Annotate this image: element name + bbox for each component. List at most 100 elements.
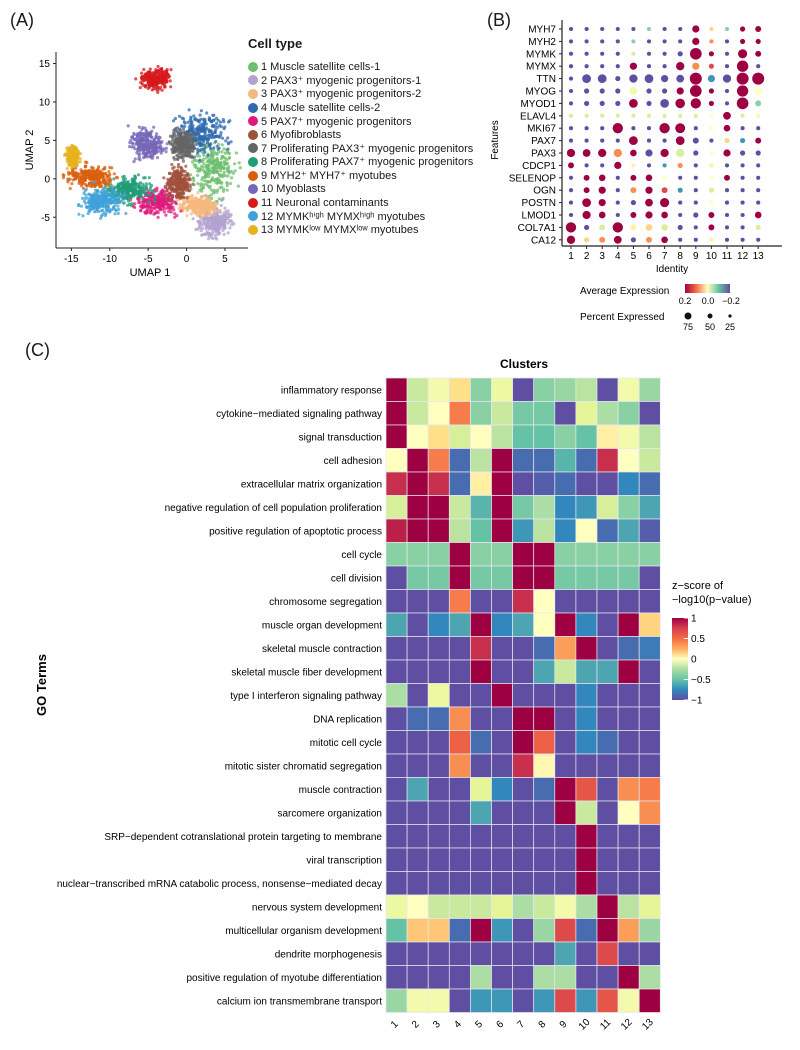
dot-ELAVL4-1: [568, 113, 574, 118]
umap-point: [190, 154, 194, 158]
heatmap-cell: [448, 636, 471, 661]
heatmap-cell: [554, 753, 577, 778]
heatmap-cell: [491, 941, 513, 966]
legend-label: 7 Proliferating PAX3⁺ myogenic progenito…: [261, 142, 474, 155]
umap-point: [203, 221, 207, 225]
go-term-label: skeletal muscle fiber development: [231, 667, 382, 678]
umap-point: [211, 166, 215, 170]
heatmap-cell: [512, 965, 535, 990]
umap-ylabel: UMAP 2: [24, 130, 36, 171]
dot-CA12-12: [740, 237, 745, 242]
umap-cluster-9: [61, 160, 119, 191]
dot-SELENOP-10: [709, 175, 714, 180]
umap-point: [133, 202, 137, 206]
umap-point: [105, 198, 109, 202]
umap-point: [210, 196, 214, 201]
heatmap-cell: [575, 495, 598, 520]
heatmap-cell: [596, 495, 619, 520]
dot-MYH7-10: [709, 26, 714, 32]
umap-point: [148, 81, 152, 85]
umap-point: [145, 136, 150, 140]
umap-point: [200, 143, 204, 147]
umap-point: [98, 170, 102, 174]
legend-label: 4 Muscle satellite cells-2: [261, 101, 381, 114]
umap-point: [144, 182, 148, 186]
heatmap-cell: [617, 495, 640, 520]
umap-point: [204, 156, 208, 160]
heatmap-cell: [427, 941, 450, 966]
legend-item-3: 3 PAX3⁺ myogenic progenitors-2: [248, 87, 473, 101]
colorbar-tick-label: 1: [691, 614, 697, 625]
heatmap-cell: [406, 965, 429, 990]
heatmap-cell: [406, 659, 429, 684]
umap-point: [175, 147, 179, 151]
umap-plot: -15 -10 -5 0 5 -5 0 5 10 15 UMAP 1 UMAP 2: [24, 52, 248, 279]
umap-point: [112, 172, 116, 176]
umap-point: [173, 116, 177, 121]
umap-point: [116, 204, 120, 208]
umap-point: [214, 222, 218, 226]
umap-point: [205, 172, 209, 177]
heatmap-cell: [617, 847, 640, 872]
colorbar-title-line1: z−score of: [672, 580, 724, 592]
go-term-label: extracellular matrix organization: [241, 479, 382, 490]
feature-label: CA12: [531, 235, 556, 246]
umap-point: [183, 179, 187, 183]
umap-point: [172, 147, 176, 151]
heatmap-cell: [491, 401, 513, 426]
umap-point: [137, 152, 141, 156]
umap-point: [153, 75, 158, 79]
umap-point: [142, 67, 146, 72]
umap-point: [135, 140, 139, 144]
dot-OGN-11: [724, 188, 730, 193]
umap-point: [177, 162, 181, 167]
umap-point: [208, 159, 212, 163]
heatmap-cell: [385, 542, 408, 567]
umap-point: [108, 165, 112, 170]
umap-point: [150, 88, 154, 92]
dot-SELENOP-2: [583, 174, 590, 181]
feature-label: CDCP1: [522, 161, 556, 172]
cluster-label: 8: [537, 1019, 549, 1031]
heatmap-cell: [406, 824, 429, 849]
umap-point: [80, 170, 84, 174]
umap-point: [209, 193, 213, 197]
heatmap-cell: [638, 871, 661, 896]
dot-LMOD1-1: [568, 212, 574, 218]
umap-point: [188, 149, 192, 153]
umap-point: [162, 73, 166, 77]
umap-point: [185, 137, 189, 141]
umap-point: [121, 201, 126, 205]
heatmap-cell: [596, 965, 619, 990]
umap-point: [227, 171, 231, 175]
dot-LMOD1-4: [615, 212, 620, 218]
umap-point: [211, 160, 215, 164]
dot-MYMX-7: [662, 64, 667, 69]
umap-point: [211, 113, 215, 117]
dot-MYMK-3: [600, 51, 605, 56]
umap-point: [190, 132, 194, 137]
heatmap-cell: [617, 871, 640, 896]
heatmap-cell: [427, 471, 450, 496]
heatmap-cell: [638, 988, 661, 1013]
umap-point: [168, 193, 172, 197]
umap-point: [85, 184, 89, 188]
pct-tick-25: 25: [725, 322, 735, 330]
umap-point: [92, 178, 96, 182]
umap-point: [209, 188, 214, 192]
umap-point: [155, 145, 159, 150]
umap-point: [231, 171, 235, 175]
umap-point: [219, 169, 223, 173]
umap-point: [234, 151, 238, 155]
umap-point: [230, 223, 234, 227]
heatmap-cell: [638, 377, 661, 402]
umap-point: [226, 147, 230, 151]
feature-label: MYOD1: [520, 99, 556, 110]
umap-point: [140, 78, 144, 82]
umap-point: [122, 193, 126, 197]
dot-COL7A1-4: [612, 222, 623, 233]
heatmap-cell: [448, 824, 471, 849]
heatmap-cell: [512, 565, 535, 590]
dot-MYMK-8: [677, 51, 683, 57]
dot-COL7A1-7: [661, 224, 668, 231]
